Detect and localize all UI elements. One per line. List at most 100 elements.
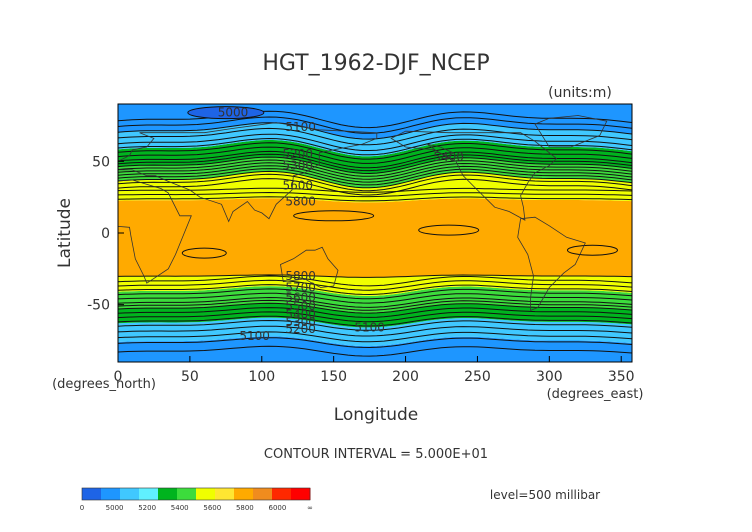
contour-interval-text: CONTOUR INTERVAL = 5.000E+01 <box>264 447 488 462</box>
contour-line <box>118 292 632 304</box>
contour-label-5100: 5100 <box>354 321 385 335</box>
contour-line <box>118 275 632 287</box>
contour-label-5700: 5700 <box>285 280 316 294</box>
y-axis-label: Latitude <box>55 198 75 268</box>
colorbar-frame <box>81 487 311 501</box>
x-axis-unit: (degrees_east) <box>547 387 644 402</box>
colorbar-tick-label: 5600 <box>203 504 221 512</box>
x-tick-label: 200 <box>392 369 419 385</box>
colorbar-swatch <box>253 488 273 500</box>
contour-line <box>118 165 632 183</box>
y-tick-label: 50 <box>92 154 110 170</box>
x-tick-label: 0 <box>114 369 123 385</box>
contour-line <box>118 162 632 180</box>
color-band <box>118 198 632 278</box>
contour-line <box>118 146 632 164</box>
contour-line <box>118 170 632 189</box>
colorbar-swatch <box>272 488 292 500</box>
contour-line <box>118 178 632 196</box>
colorbar-tick-label: 5400 <box>171 504 189 512</box>
coastline <box>280 246 339 288</box>
polar-low-5000 <box>187 106 265 120</box>
coastline <box>517 216 586 311</box>
x-tick-label: 300 <box>536 369 563 385</box>
contour-label-5800: 5800 <box>285 269 316 283</box>
y-tick-label: 0 <box>101 226 110 242</box>
contour-line <box>118 296 632 308</box>
contour-line <box>118 279 632 291</box>
coastline <box>118 122 378 223</box>
colorbar <box>81 487 311 501</box>
level-label: level=500 millibar <box>490 488 600 502</box>
contour-label-5200: 5200 <box>282 147 313 161</box>
x-tick-label: 50 <box>181 369 199 385</box>
x-tick-label: 150 <box>320 369 347 385</box>
contour-line <box>118 307 632 318</box>
y-axis-unit: (degrees_north) <box>52 377 156 392</box>
colorbar-swatch <box>120 488 140 500</box>
contour-line <box>118 127 632 146</box>
contour-line <box>118 299 632 311</box>
x-axis-label: Longitude <box>334 405 419 425</box>
contour-label-5100: 5100 <box>239 329 270 343</box>
contour-line <box>118 159 632 177</box>
contour-label-5100: 5100 <box>285 120 316 134</box>
contour-line <box>118 319 632 331</box>
coastline <box>118 179 192 284</box>
color-band <box>118 317 632 347</box>
color-band <box>118 171 632 203</box>
contour-line <box>118 173 632 192</box>
contour-label-5300: 5300 <box>282 159 313 173</box>
coastline <box>426 143 454 160</box>
color-band <box>118 303 632 328</box>
contour-label-5600: 5600 <box>282 179 313 193</box>
contour-line <box>118 137 632 156</box>
contour-label-5400: 5400 <box>433 150 464 164</box>
colorbar-tick-label: 0 <box>80 504 84 512</box>
contour-line <box>118 196 632 202</box>
contour-label-5500: 5500 <box>285 299 316 313</box>
colorbar-swatch <box>215 488 235 500</box>
contour-line <box>118 284 632 296</box>
contour-line <box>118 142 632 160</box>
contour-label-5800: 5800 <box>285 194 316 208</box>
contour-line <box>118 302 632 314</box>
contour-line <box>181 247 227 259</box>
colorbar-swatch <box>139 488 159 500</box>
contour-line <box>118 187 632 193</box>
colorbar-tick-label: 5800 <box>236 504 254 512</box>
contour-line <box>293 210 375 222</box>
contour-label-5600: 5600 <box>285 291 316 305</box>
colorbar-tick-label: 5200 <box>138 504 156 512</box>
contour-line <box>118 150 632 169</box>
colorbar-swatch <box>291 488 311 500</box>
contour-line <box>118 133 632 151</box>
contour-line <box>118 110 632 129</box>
colorbar-swatch <box>101 488 121 500</box>
x-tick-label: 250 <box>464 369 491 385</box>
x-tick-label: 100 <box>248 369 275 385</box>
contour-line <box>566 244 618 256</box>
contour-line <box>118 168 632 186</box>
contour-line <box>118 274 632 278</box>
plot-area: 5000510052005300540056005800580057005600… <box>118 104 632 362</box>
contour-line <box>418 224 480 236</box>
contour-line <box>118 311 632 323</box>
contour-label-5000: 5000 <box>218 106 249 120</box>
contour-line <box>118 191 632 198</box>
colorbar-swatch <box>234 488 254 500</box>
colorbar-tick-label: 5000 <box>106 504 124 512</box>
colorbar-swatch <box>196 488 216 500</box>
x-tick-label: 350 <box>608 369 635 385</box>
units-label: (units:m) <box>548 85 612 101</box>
coastline <box>390 130 558 221</box>
chart-title: HGT_1962-DJF_NCEP <box>262 51 489 76</box>
coastline <box>534 115 608 148</box>
color-band <box>118 336 632 362</box>
colorbar-swatch <box>158 488 178 500</box>
contour-line <box>118 288 632 300</box>
colorbar-swatch <box>177 488 197 500</box>
y-tick-label: -50 <box>87 298 110 314</box>
contour-line <box>118 325 632 337</box>
